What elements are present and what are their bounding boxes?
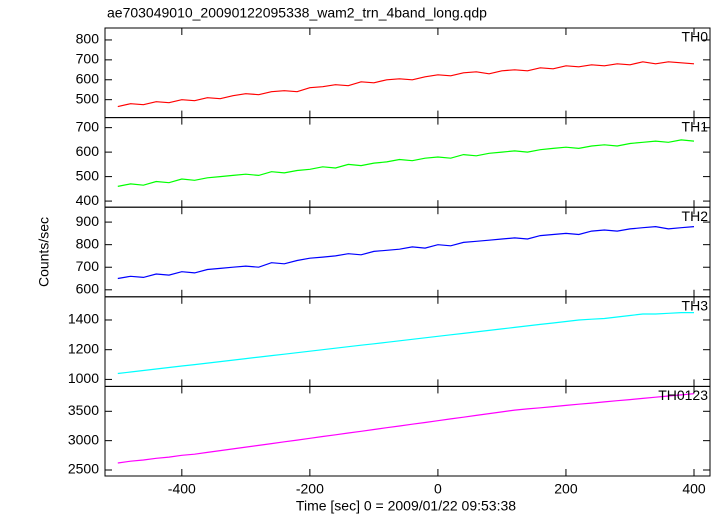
y-tick-label: 500 [76, 90, 100, 106]
y-tick-label: 1000 [68, 370, 99, 386]
panel-name: TH0 [682, 29, 709, 45]
chart-title: ae703049010_20090122095338_wam2_trn_4ban… [107, 5, 487, 21]
panel-frame [104, 385, 711, 477]
panel-name: TH3 [682, 298, 709, 314]
panel-name: TH0123 [658, 387, 708, 403]
panel-frame [104, 296, 711, 387]
panel-name: TH1 [682, 118, 709, 134]
y-tick-label: 1200 [68, 340, 99, 356]
data-line [117, 139, 695, 187]
y-tick-label: 3500 [68, 402, 99, 418]
x-tick-label: 400 [682, 481, 706, 497]
y-tick-label: 700 [76, 258, 100, 274]
x-tick-label: -200 [296, 481, 324, 497]
x-axis-label: Time [sec] 0 = 2009/01/22 09:53:38 [296, 498, 516, 514]
data-line [117, 312, 694, 375]
data-line [117, 61, 695, 108]
y-tick-label: 900 [76, 213, 100, 229]
y-tick-label: 700 [76, 118, 100, 134]
y-tick-label: 3000 [68, 431, 99, 447]
y-tick-label: 1400 [68, 311, 99, 327]
data-line [117, 225, 695, 280]
y-tick-label: 400 [76, 192, 100, 208]
y-tick-label: 600 [76, 70, 100, 86]
y-tick-label: 600 [76, 281, 100, 297]
panel-frame [104, 27, 711, 119]
y-tick-label: 500 [76, 167, 100, 183]
y-tick-label: 2500 [68, 461, 99, 477]
y-tick-label: 700 [76, 51, 100, 67]
y-tick-label: 800 [76, 31, 100, 47]
panel-frame [104, 206, 711, 298]
panel-frame [104, 117, 711, 208]
y-axis-label: Counts/sec [36, 217, 52, 287]
data-line [117, 393, 695, 464]
x-tick-label: 200 [554, 481, 578, 497]
x-tick-label: 0 [434, 481, 442, 497]
panel-name: TH2 [682, 208, 709, 224]
x-tick-label: -400 [168, 481, 196, 497]
y-tick-label: 800 [76, 235, 100, 251]
y-tick-label: 600 [76, 143, 100, 159]
